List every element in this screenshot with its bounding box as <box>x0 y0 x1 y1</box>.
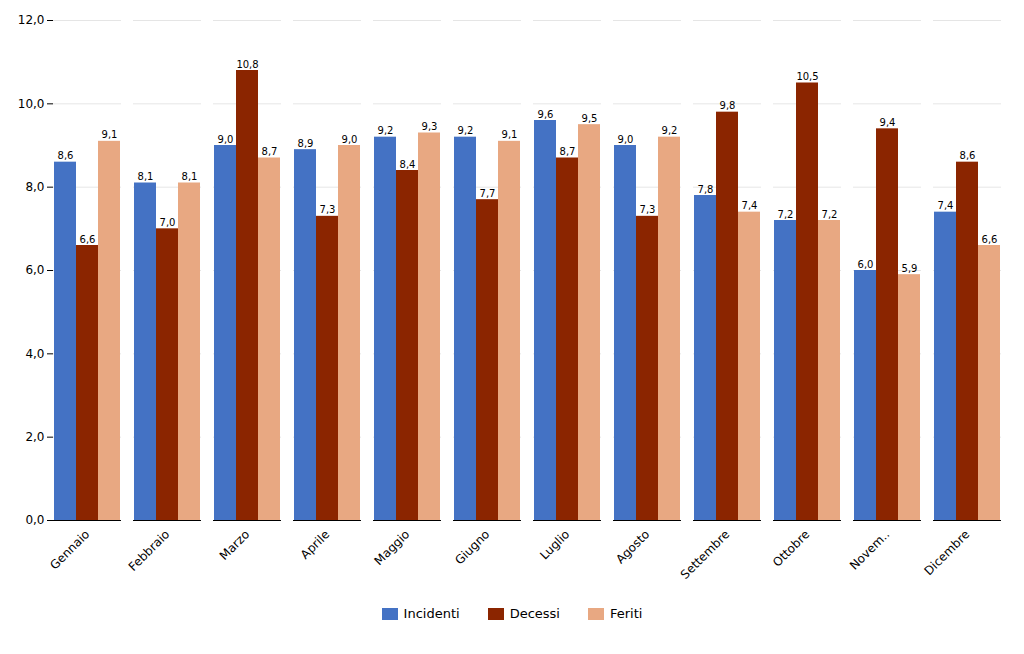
svg-text:0,0: 0,0 <box>25 513 44 527</box>
html-text:Feriti: Feriti <box>610 606 643 621</box>
svg-text:9,0: 9,0 <box>342 134 358 145</box>
svg-text:Dicembre: Dicembre <box>921 527 972 578</box>
svg-text:7,3: 7,3 <box>640 204 656 215</box>
svg-text:Ottobre: Ottobre <box>770 527 812 569</box>
svg-text:10,8: 10,8 <box>236 59 258 70</box>
svg-text:Maggio: Maggio <box>372 527 413 568</box>
svg-text:7,3: 7,3 <box>320 204 336 215</box>
svg-text:Settembre: Settembre <box>678 527 733 582</box>
svg-text:9,8: 9,8 <box>720 100 736 111</box>
svg-text:8,0: 8,0 <box>25 180 44 194</box>
svg-text:Luglio: Luglio <box>537 527 572 562</box>
svg-text:Giugno: Giugno <box>452 527 492 567</box>
svg-text:7,4: 7,4 <box>938 200 954 211</box>
svg-text:5,9: 5,9 <box>902 263 918 274</box>
svg-text:9,5: 9,5 <box>582 113 598 124</box>
svg-text:8,7: 8,7 <box>262 146 278 157</box>
html-text:Incidenti: Incidenti <box>403 606 460 621</box>
svg-text:Gennaio: Gennaio <box>47 527 92 572</box>
svg-text:7,2: 7,2 <box>822 209 838 220</box>
svg-text:10,0: 10,0 <box>18 97 45 111</box>
svg-text:2,0: 2,0 <box>25 430 44 444</box>
svg-text:8,4: 8,4 <box>400 159 416 170</box>
svg-text:7,2: 7,2 <box>778 209 794 220</box>
svg-text:Marzo: Marzo <box>217 527 253 563</box>
svg-text:8,1: 8,1 <box>182 171 198 182</box>
svg-text:7,4: 7,4 <box>742 200 758 211</box>
svg-text:Novem..: Novem.. <box>847 527 892 572</box>
svg-text:Febbraio: Febbraio <box>126 527 173 574</box>
svg-text:9,3: 9,3 <box>422 121 438 132</box>
svg-text:8,6: 8,6 <box>960 150 976 161</box>
svg-text:Agosto: Agosto <box>613 527 652 566</box>
svg-text:6,6: 6,6 <box>982 234 998 245</box>
svg-text:9,2: 9,2 <box>378 125 394 136</box>
svg-text:7,0: 7,0 <box>160 217 176 228</box>
svg-text:9,6: 9,6 <box>538 109 554 120</box>
svg-text:9,4: 9,4 <box>880 117 896 128</box>
svg-text:Aprile: Aprile <box>298 527 333 562</box>
svg-text:8,9: 8,9 <box>298 138 314 149</box>
svg-text:9,2: 9,2 <box>458 125 474 136</box>
svg-text:9,1: 9,1 <box>102 129 118 140</box>
svg-text:9,1: 9,1 <box>502 129 518 140</box>
svg-text:6,0: 6,0 <box>858 259 874 270</box>
svg-text:9,0: 9,0 <box>218 134 234 145</box>
svg-text:6,0: 6,0 <box>25 263 44 277</box>
svg-text:9,2: 9,2 <box>662 125 678 136</box>
svg-text:8,1: 8,1 <box>138 171 154 182</box>
svg-text:7,7: 7,7 <box>480 188 496 199</box>
svg-text:8,6: 8,6 <box>58 150 74 161</box>
svg-text:8,7: 8,7 <box>560 146 576 157</box>
svg-text:4,0: 4,0 <box>25 347 44 361</box>
svg-text:9,0: 9,0 <box>618 134 634 145</box>
svg-text:12,0: 12,0 <box>18 13 45 27</box>
svg-text:6,6: 6,6 <box>80 234 96 245</box>
svg-text:10,5: 10,5 <box>796 71 818 82</box>
svg-text:7,8: 7,8 <box>698 184 714 195</box>
html-text:Decessi: Decessi <box>509 606 560 621</box>
